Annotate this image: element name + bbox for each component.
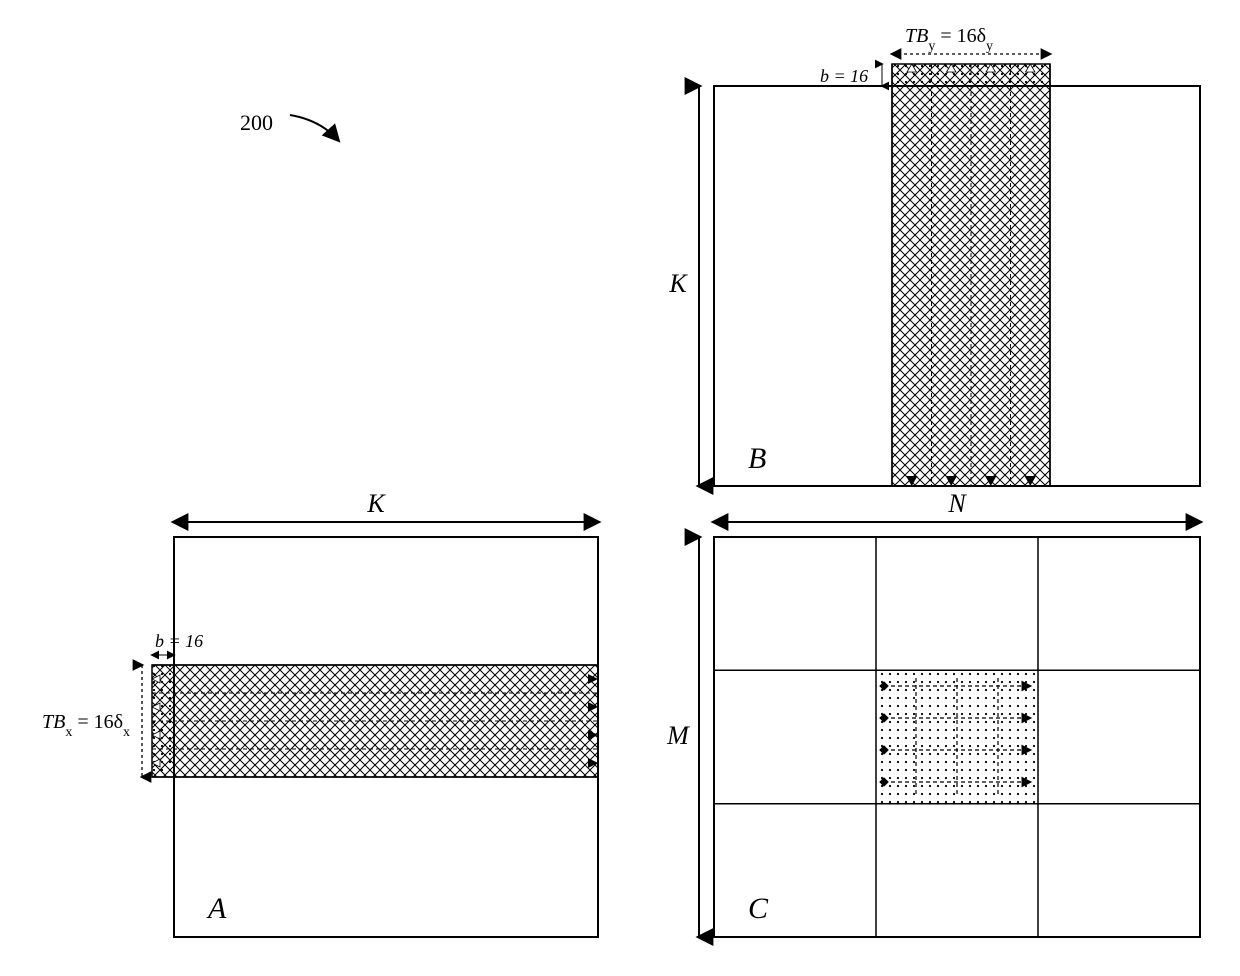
matrix-B-top-dim-label: TBy = 16δy: [905, 25, 993, 54]
matrix-C-top-dim-label: N: [947, 489, 967, 518]
matrix-C-label: C: [748, 892, 769, 925]
matrix-B-b-label: b = 16: [820, 66, 868, 86]
matrix-C-left-dim-label: M: [666, 721, 690, 750]
matrix-A-b-label: b = 16: [155, 631, 203, 651]
matrix-C-center-tile: [876, 670, 1038, 803]
matrix-B: K TBy = 16δy: [668, 25, 1200, 486]
matrix-B-label: B: [748, 442, 766, 475]
matrix-A-band: [152, 665, 598, 777]
figure-number: 200: [240, 110, 338, 140]
matrix-A-label: A: [206, 892, 227, 925]
matrix-C: N M C: [666, 489, 1200, 937]
matrix-B-left-dim-label: K: [668, 269, 688, 298]
matrix-A-top-dim-label: K: [366, 489, 386, 518]
matrix-A-left-dim-label: TBx = 16δx: [42, 711, 130, 740]
figure-number-text: 200: [240, 110, 273, 135]
matrix-B-band: [892, 64, 1050, 486]
diagram-svg: 200 K: [0, 0, 1240, 976]
matrix-A: K TBx = 16δx: [42, 489, 598, 937]
